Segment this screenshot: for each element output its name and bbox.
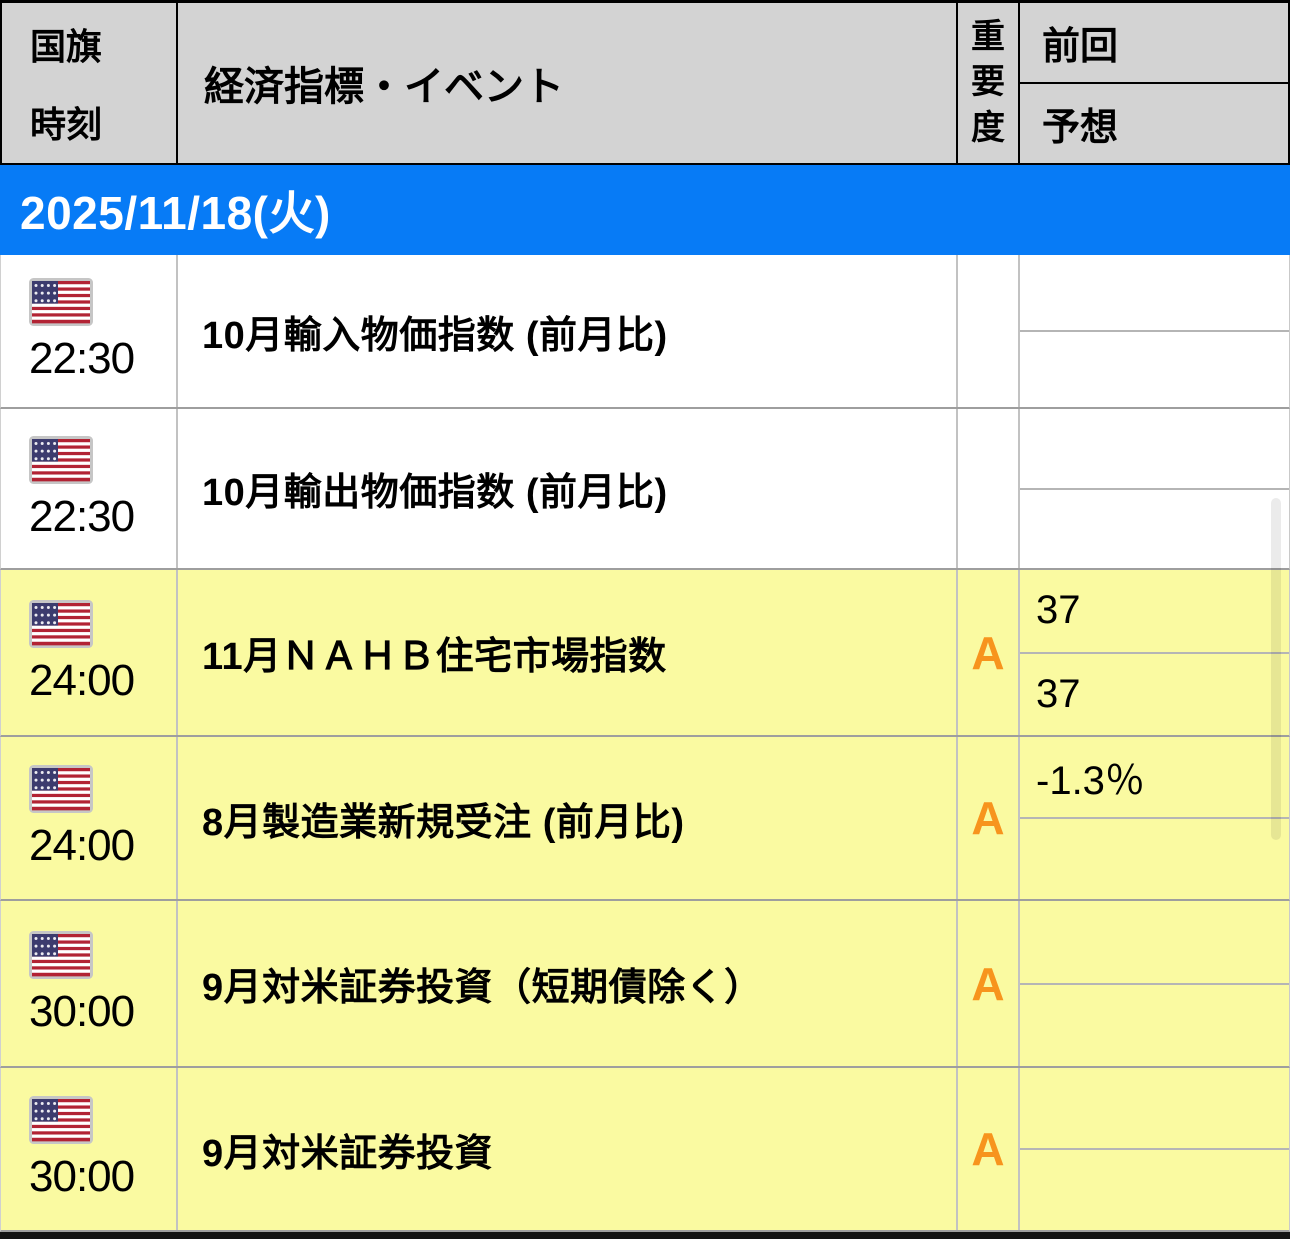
event-title: 8月製造業新規受注 (前月比) [202,801,685,844]
event-time: 24:00 [29,655,135,705]
importance-cell: A [958,901,1020,1066]
header-forecast-label: 予想 [1042,107,1119,149]
forecast-value [1020,985,1289,1067]
importance-cell: A [958,1068,1020,1230]
forecast-value [1020,490,1289,569]
us-flag-icon [29,765,93,813]
forecast-value: 37 [1036,671,1081,716]
previous-forecast-cell [1020,409,1289,568]
forecast-value [1020,819,1289,899]
event-time: 30:00 [29,1152,135,1201]
forecast-value [1020,1150,1289,1230]
event-row[interactable]: 24:00 8月製造業新規受注 (前月比) A -1.3％ [0,737,1290,901]
previous-value: -1.3％ [1020,737,1289,819]
event-cell: 10月輸出物価指数 (前月比) [178,409,958,568]
us-flag-icon [29,1096,93,1144]
event-title: 10月輸入物価指数 (前月比) [202,314,668,357]
previous-forecast-cell [1020,901,1289,1066]
event-time: 22:30 [29,491,135,541]
date-header: 2025/11/18(火) [0,165,1290,255]
header-flag-time: 国旗 時刻 [2,3,178,163]
header-flag-label: 国旗 [30,26,103,67]
scrollbar-thumb[interactable] [1271,498,1281,840]
header-previous-label: 前回 [1020,3,1288,84]
header-previous-forecast: 前回 予想 [1020,3,1288,163]
event-title: 11月ＮＡＨＢ住宅市場指数 [202,636,667,678]
flag-time-cell: 30:00 [1,901,178,1066]
previous-value [1020,409,1289,490]
forecast-value [1020,332,1289,407]
event-time: 22:30 [29,334,135,383]
previous-value [1020,255,1289,332]
event-row[interactable]: 30:00 9月対米証券投資（短期債除く） A [0,901,1290,1068]
event-row[interactable]: 22:30 10月輸入物価指数 (前月比) [0,255,1290,409]
event-rows: 22:30 10月輸入物価指数 (前月比) 22:30 10月輸出物価指数 (前月比… [0,255,1290,1232]
bottom-edge [0,1232,1290,1239]
event-cell: 11月ＮＡＨＢ住宅市場指数 [178,570,958,735]
previous-value [1020,1068,1289,1150]
previous-forecast-cell [1020,1068,1289,1230]
event-time: 24:00 [29,821,135,870]
us-flag-icon [29,435,93,484]
header-event: 経済指標・イベント [178,3,958,163]
previous-forecast-cell: 37 37 [1020,570,1289,735]
event-cell: 9月対米証券投資（短期債除く） [178,901,958,1066]
flag-time-cell: 24:00 [1,570,178,735]
event-title: 9月対米証券投資 [202,1132,494,1175]
event-title: 9月対米証券投資（短期債除く） [202,967,763,1009]
event-title: 10月輸出物価指数 (前月比) [202,472,668,514]
table-header: 国旗 時刻 経済指標・イベント 重要度 前回 予想 [0,0,1290,165]
header-importance: 重要度 [958,3,1020,163]
previous-forecast-cell [1020,255,1289,407]
us-flag-icon [29,930,93,979]
event-time: 30:00 [29,986,135,1036]
previous-forecast-cell: -1.3％ [1020,737,1289,899]
flag-time-cell: 24:00 [1,737,178,899]
previous-value [1020,901,1289,985]
flag-time-cell: 22:30 [1,409,178,568]
event-cell: 10月輸入物価指数 (前月比) [178,255,958,407]
us-flag-icon [29,278,93,326]
header-time-label: 時刻 [30,104,103,145]
flag-time-cell: 30:00 [1,1068,178,1230]
event-row[interactable]: 22:30 10月輸出物価指数 (前月比) [0,409,1290,570]
importance-cell: A [958,737,1020,899]
importance-cell: A [958,570,1020,735]
importance-badge: A [971,1123,1005,1175]
importance-badge: A [971,626,1005,679]
importance-badge: A [971,792,1005,844]
date-header-text: 2025/11/18(火) [20,187,331,239]
importance-cell [958,255,1020,407]
previous-value: 37 [1020,570,1289,654]
event-cell: 8月製造業新規受注 (前月比) [178,737,958,899]
us-flag-icon [29,599,93,648]
importance-cell [958,409,1020,568]
importance-badge: A [971,957,1005,1010]
event-cell: 9月対米証券投資 [178,1068,958,1230]
event-row[interactable]: 24:00 11月ＮＡＨＢ住宅市場指数 A 37 37 [0,570,1290,737]
event-row[interactable]: 30:00 9月対米証券投資 A [0,1068,1290,1232]
flag-time-cell: 22:30 [1,255,178,407]
header-event-label: 経済指標・イベント [204,65,564,109]
header-importance-label: 重要度 [971,17,1005,147]
